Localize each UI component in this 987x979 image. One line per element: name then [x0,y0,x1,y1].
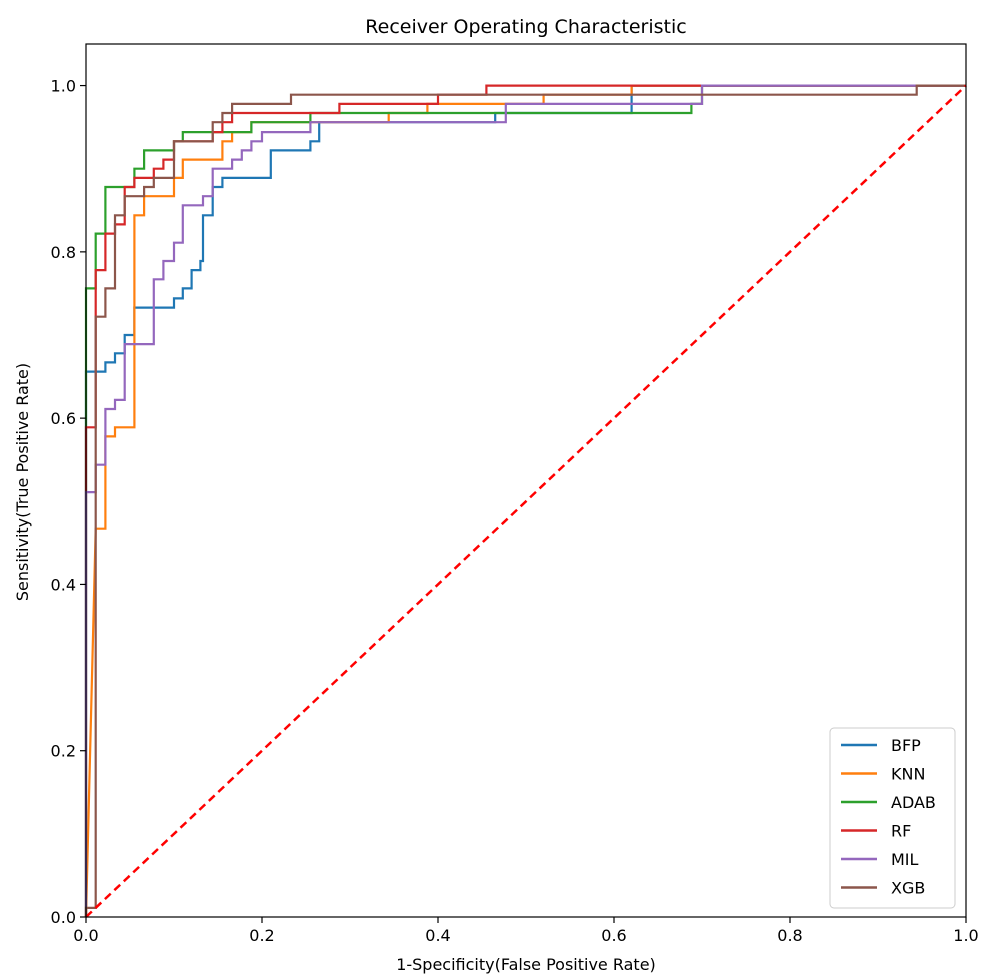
y-tick-label: 0.0 [51,908,76,927]
x-tick-label: 0.6 [601,926,626,945]
legend-label-rf: RF [891,822,911,841]
legend-label-mil: MIL [891,850,919,869]
series-line-rf [84,84,966,917]
y-axis: 0.0 0.2 0.4 0.6 0.8 1.0 [51,77,86,927]
plot-frame [85,43,967,918]
x-tick-label: 0.8 [777,926,802,945]
x-axis-label: 1-Specificity(False Positive Rate) [396,955,656,974]
y-tick-label: 0.6 [51,409,76,428]
legend-label-bfp: BFP [891,736,921,755]
plot-area [84,43,967,918]
x-tick-label: 0.4 [425,926,450,945]
x-tick-label: 0.2 [249,926,274,945]
legend: BFP KNN ADAB RF MIL XGB [829,727,956,909]
legend-label-xgb: XGB [891,879,925,898]
x-tick-label: 0.0 [73,926,98,945]
legend-label-adab: ADAB [891,793,936,812]
series-line-knn [84,84,966,918]
y-tick-label: 0.2 [51,742,76,761]
x-tick-label: 1.0 [953,926,978,945]
series-line-bfp [84,84,966,917]
y-tick-label: 1.0 [51,77,76,96]
legend-label-knn: KNN [891,765,925,784]
series-line-mil [84,84,966,917]
series-line-xgb [84,84,966,917]
y-tick-label: 0.8 [51,243,76,262]
reference-diagonal-line [85,84,967,918]
x-axis: 0.0 0.2 0.4 0.6 0.8 1.0 [73,917,979,945]
series-layer [84,84,966,918]
chart-title: Receiver Operating Characteristic [365,16,686,38]
y-axis-label: Sensitivity(True Positive Rate) [13,363,32,601]
y-tick-label: 0.4 [51,575,76,594]
